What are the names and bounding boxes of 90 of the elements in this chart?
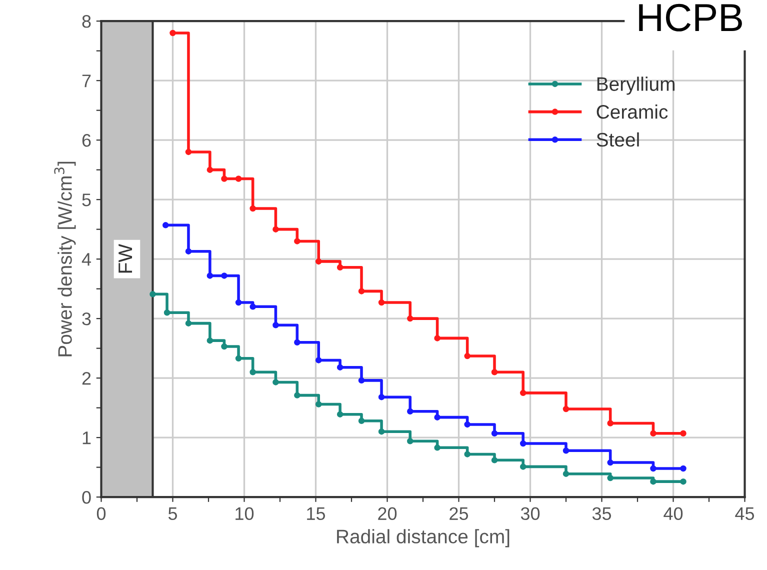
point xyxy=(607,474,614,482)
point xyxy=(464,451,470,458)
x-tick-label: 20 xyxy=(378,507,397,520)
x-tick-label: 35 xyxy=(592,507,612,520)
legend-label: Steel xyxy=(596,132,639,147)
point xyxy=(491,430,498,437)
point xyxy=(358,418,365,424)
point xyxy=(607,420,614,426)
point xyxy=(336,411,344,418)
point xyxy=(680,465,686,472)
point xyxy=(520,390,526,396)
point xyxy=(206,337,214,344)
point xyxy=(272,379,279,386)
point xyxy=(250,368,256,376)
y-tick-label: 6 xyxy=(82,134,91,147)
point xyxy=(434,444,440,451)
x-tick-label: 45 xyxy=(735,507,754,520)
band-label: FW xyxy=(118,244,132,273)
point xyxy=(206,166,214,173)
point xyxy=(650,478,656,485)
point xyxy=(294,392,300,398)
point xyxy=(294,339,300,346)
point xyxy=(150,291,156,298)
point xyxy=(491,368,498,376)
legend-label: Beryllium xyxy=(597,76,674,95)
point xyxy=(378,299,385,306)
point xyxy=(185,320,192,326)
point xyxy=(520,440,526,447)
x-tick-label: 15 xyxy=(307,507,326,520)
x-tick-label: 10 xyxy=(236,507,254,520)
point xyxy=(680,430,686,437)
y-tick-label: 1 xyxy=(82,432,91,444)
x-tick-label: 0 xyxy=(96,507,106,520)
point xyxy=(221,343,228,350)
point xyxy=(562,448,570,454)
point xyxy=(680,478,686,485)
y-tick-label: 4 xyxy=(82,253,91,266)
point xyxy=(221,176,228,182)
point xyxy=(336,264,344,271)
point xyxy=(434,335,440,342)
point xyxy=(235,355,242,362)
point xyxy=(206,272,214,279)
point xyxy=(464,421,470,428)
point xyxy=(185,148,192,156)
point xyxy=(407,438,414,444)
point xyxy=(221,272,228,279)
point xyxy=(315,357,322,364)
point xyxy=(407,408,414,414)
point xyxy=(164,309,170,316)
point xyxy=(358,377,365,384)
point xyxy=(336,364,344,370)
y-tick-label: 8 xyxy=(82,15,91,28)
point xyxy=(235,176,242,182)
point xyxy=(358,288,365,294)
y-tick-label: 7 xyxy=(82,74,91,88)
x-axis-title: Radial distance [cm] xyxy=(337,529,510,548)
point xyxy=(170,30,176,36)
point xyxy=(520,464,526,470)
y-tick-label: 0 xyxy=(82,490,91,504)
legend-label: Ceramic xyxy=(596,104,668,119)
chart-title: HCPB xyxy=(639,4,742,32)
point xyxy=(464,352,470,360)
point xyxy=(162,222,169,228)
point xyxy=(407,315,414,322)
point xyxy=(491,457,498,464)
point xyxy=(185,248,192,254)
point xyxy=(650,430,656,437)
point xyxy=(562,406,570,412)
point xyxy=(272,322,279,328)
point xyxy=(315,401,322,408)
point xyxy=(250,205,256,212)
point xyxy=(272,226,279,232)
y-tick-label: 2 xyxy=(82,372,91,385)
point xyxy=(235,299,242,306)
point xyxy=(250,304,256,310)
y-tick-label: 3 xyxy=(82,312,91,326)
point xyxy=(607,459,614,466)
y-axis-title: Power density [W/cm$^{3}$] xyxy=(54,162,76,356)
x-tick-label: 30 xyxy=(520,507,540,520)
x-tick-label: 5 xyxy=(168,507,178,520)
point xyxy=(294,238,300,244)
point xyxy=(378,428,385,435)
point xyxy=(378,394,385,400)
x-tick-label: 25 xyxy=(450,507,468,520)
point xyxy=(562,470,570,477)
x-tick-label: 40 xyxy=(664,507,683,520)
point xyxy=(434,414,440,420)
point xyxy=(650,465,656,472)
y-tick-label: 5 xyxy=(82,194,91,206)
point xyxy=(315,258,322,265)
